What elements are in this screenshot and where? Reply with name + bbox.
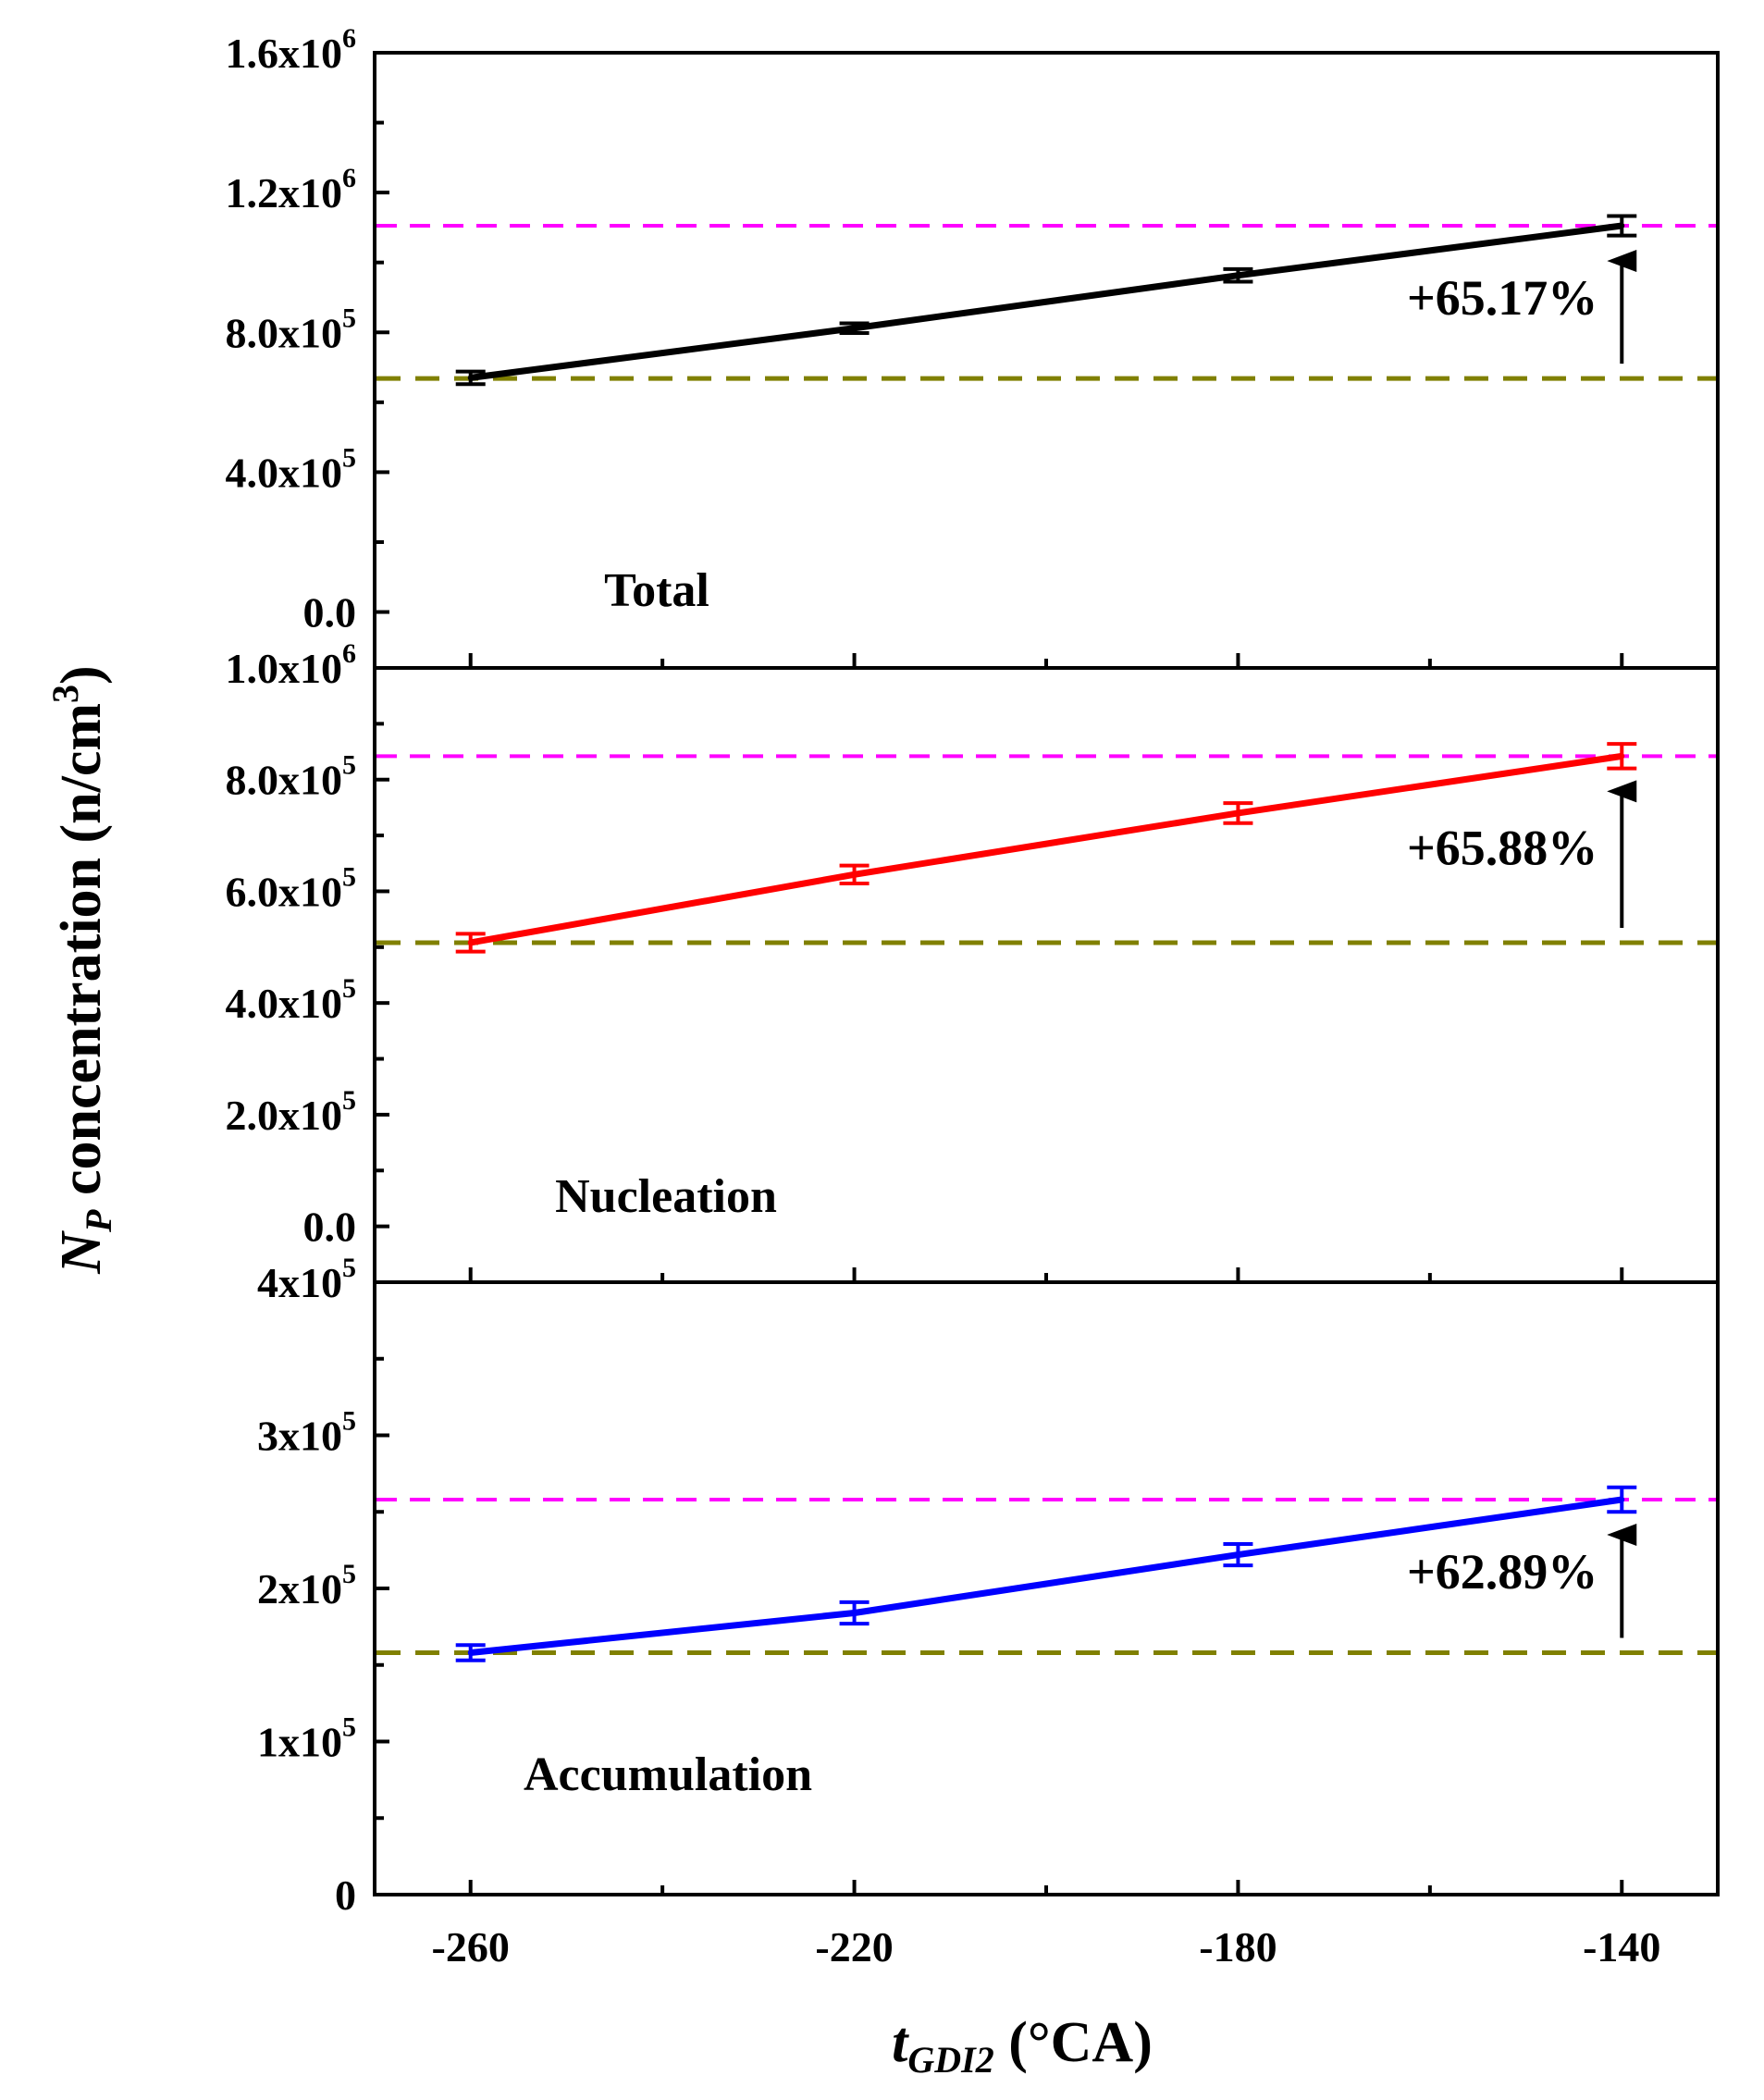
y-tick-label: 0 (335, 1871, 356, 1919)
y-tick-label: 2.0x105 (226, 1085, 357, 1139)
y-tick-label: 4.0x105 (226, 442, 357, 496)
y-tick-label: 1.0x106 (226, 638, 357, 692)
y-tick-label: 0.0 (303, 1204, 357, 1251)
data-point (467, 375, 474, 381)
plot-frame (373, 51, 1720, 670)
series-line (470, 1496, 1622, 1656)
y-tick-label: 8.0x105 (226, 303, 357, 356)
data-point (1619, 1497, 1625, 1503)
panel-accumulation: 0 1x105 2x105 3x105 4x105 +62.89% Accumulation (257, 1253, 1720, 1919)
panel-nucleation: 0.0 2.0x105 4.0x105 6.0x105 8.0x105 1.0x106 +6… (226, 638, 1720, 1284)
data-point (851, 325, 857, 331)
panel-label: Nucleation (555, 1170, 777, 1223)
data-point (851, 1610, 857, 1616)
y-tick-label: 1.6x106 (226, 23, 357, 77)
panel-total: 0.0 4.0x105 8.0x105 1.2x106 1.6x106 +65.17% To… (226, 23, 1720, 670)
data-point (467, 1649, 474, 1656)
data-point (1619, 223, 1625, 229)
x-tick-label: -140 (1583, 1923, 1660, 1970)
data-point (1235, 1551, 1241, 1558)
series-line (470, 752, 1622, 946)
series-line (470, 222, 1622, 381)
y-tick-label: 8.0x105 (226, 750, 357, 804)
y-axis-title: NP concentration (n/cm3) (44, 665, 119, 1274)
data-point (1619, 753, 1625, 760)
y-axis-title-group: NP concentration (n/cm3) (44, 665, 119, 1274)
x-tick-label: -180 (1199, 1923, 1277, 1970)
data-point (1235, 272, 1241, 278)
data-point (467, 939, 474, 945)
y-tick-label: 1x105 (257, 1712, 356, 1766)
panel-label: Accumulation (524, 1748, 812, 1801)
y-tick-label: 3x105 (257, 1406, 356, 1460)
data-point (851, 871, 857, 878)
x-tick-label: -220 (815, 1923, 893, 1970)
y-tick-label: 2x105 (257, 1559, 356, 1612)
data-point (1235, 809, 1241, 816)
y-tick-label: 4.0x105 (226, 973, 357, 1027)
x-tick-label: -260 (432, 1923, 510, 1970)
y-tick-label: 0.0 (303, 589, 357, 636)
panel-label: Total (604, 564, 709, 617)
y-tick-label: 4x105 (257, 1253, 356, 1306)
increase-annotation: +65.88% (1407, 820, 1597, 875)
y-tick-label: 6.0x105 (226, 861, 357, 915)
increase-annotation: +62.89% (1407, 1544, 1597, 1600)
x-axis-title: tGDI2 (°CA) (892, 2011, 1153, 2081)
increase-annotation: +65.17% (1407, 270, 1597, 326)
y-tick-label: 1.2x106 (226, 163, 357, 216)
